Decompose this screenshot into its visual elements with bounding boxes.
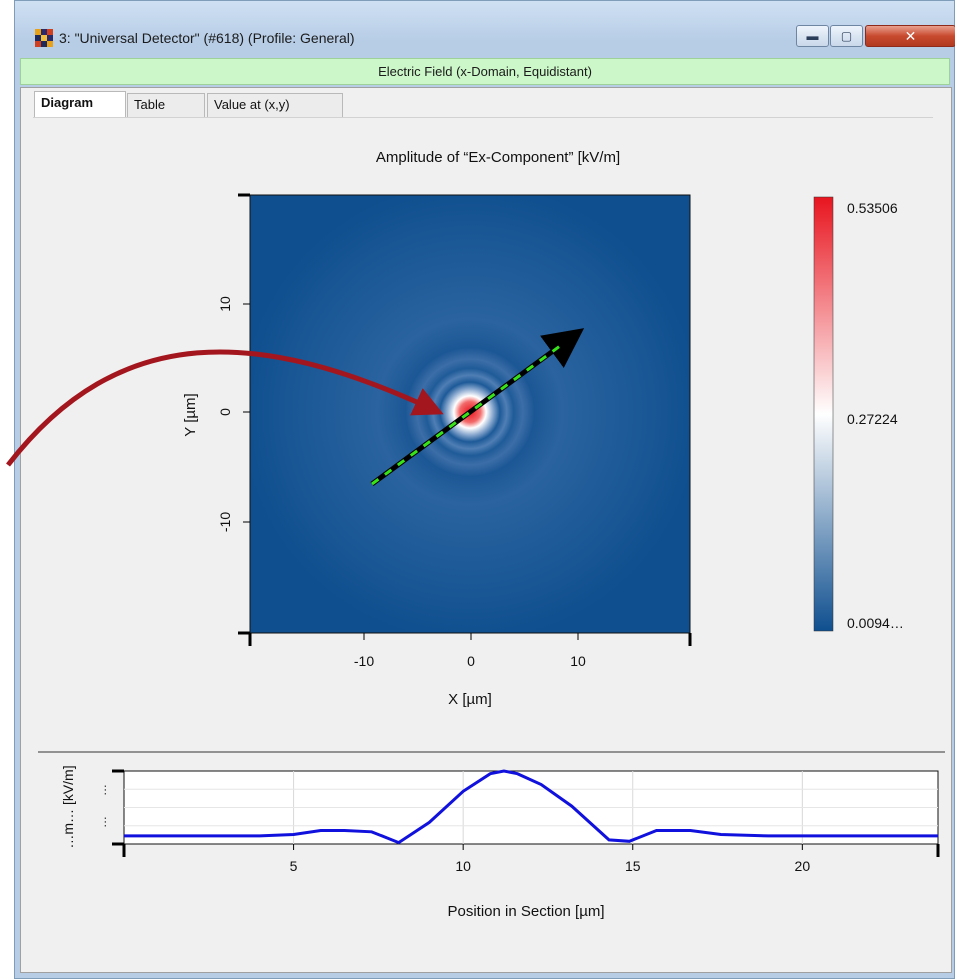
section-line-dash (371, 344, 561, 486)
colorbar-min-label: 0.0094… (847, 615, 904, 631)
minimize-icon: ▬ (806, 29, 819, 43)
heatmap-xtick: -10 (354, 653, 374, 669)
maximize-icon: ▢ (840, 29, 853, 43)
heatmap-xtick: 0 (467, 653, 475, 669)
heatmap-frame (249, 194, 691, 634)
section-curve (124, 769, 938, 845)
tab-value-at-xy[interactable]: Value at (x,y) (207, 93, 343, 117)
heatmap-ytick: -10 (217, 512, 233, 532)
section-xtick-label: 15 (625, 858, 641, 874)
maximize-button[interactable]: ▢ (830, 25, 863, 47)
section-ylabel: …m… [kV/m] (60, 765, 76, 848)
section-xticks: 5 10 15 20 (290, 844, 811, 874)
colorbar-max-label: 0.53506 (847, 200, 898, 216)
close-button[interactable]: ✕ (865, 25, 955, 47)
title-bar[interactable]: 3: "Universal Detector" (#618) (Profile:… (15, 1, 955, 53)
heatmap-ytick: 10 (217, 296, 233, 312)
heatmap-xlabel: X [µm] (448, 691, 492, 708)
section-xtick-label: 10 (455, 858, 471, 874)
field-type-banner: Electric Field (x-Domain, Equidistant) (20, 58, 950, 85)
section-ytick: … (95, 816, 109, 828)
minimize-button[interactable]: ▬ (796, 25, 829, 47)
detector-app-icon (35, 29, 53, 47)
section-xtick-label: 20 (795, 858, 811, 874)
annotation-arrow (6, 349, 444, 467)
heatmap-xtick: 10 (570, 653, 586, 669)
close-icon: ✕ (904, 28, 917, 44)
window-title: 3: "Universal Detector" (#618) (Profile:… (59, 30, 355, 46)
heatmap-ytick: 0 (217, 408, 233, 416)
section-plot-grid (124, 771, 938, 844)
section-xtick-label: 5 (290, 858, 298, 874)
section-ytick: … (95, 784, 109, 796)
tab-table[interactable]: Table (127, 93, 205, 117)
heatmap-ylabel: Y [µm] (182, 393, 199, 436)
tab-diagram[interactable]: Diagram (34, 91, 126, 118)
heatmap-title: Amplitude of “Ex-Component” [kV/m] (376, 149, 620, 166)
colorbar-mid-label: 0.27224 (847, 411, 898, 427)
section-line[interactable] (370, 328, 585, 487)
colorbar (813, 196, 834, 632)
section-xlabel: Position in Section [µm] (447, 903, 604, 920)
